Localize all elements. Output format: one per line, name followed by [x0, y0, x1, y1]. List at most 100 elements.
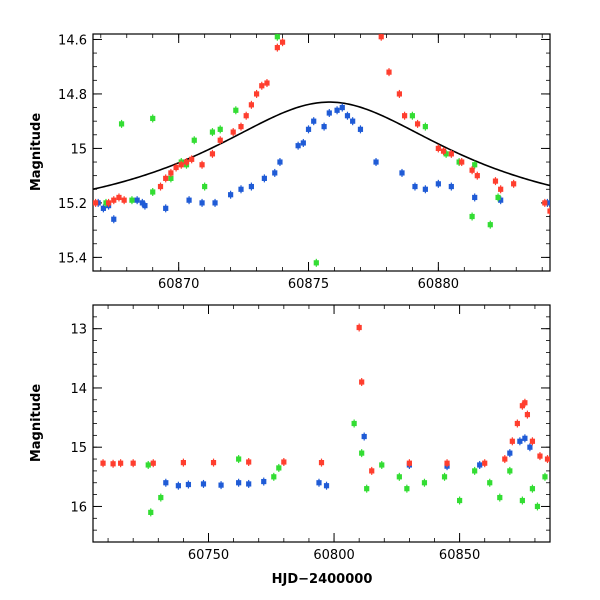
- bottom-series-2-point: [369, 468, 375, 474]
- bottom-series-0-point: [163, 480, 169, 486]
- top-series-2-point: [189, 156, 195, 162]
- top-series-2-point: [279, 39, 286, 45]
- top-series-1-point: [150, 115, 156, 122]
- bottom-series-1-point: [396, 474, 402, 480]
- top-series-2-point: [469, 167, 475, 173]
- top-series-0-point: [344, 113, 351, 119]
- bottom-series-2-point: [444, 460, 450, 466]
- bottom-series-2-point: [359, 379, 365, 385]
- bottom-series-2-point: [509, 438, 515, 444]
- top-series-2-point: [238, 124, 244, 130]
- bottom-series-0-point: [200, 481, 207, 487]
- top-series-1-point: [469, 213, 475, 220]
- top-series-2-point: [440, 148, 447, 154]
- bottom-series-0-point: [477, 462, 483, 468]
- bottom-axis-ticks: 60750 60800 60850 13 14 15 16: [70, 304, 550, 563]
- top-series-2-point: [111, 197, 117, 203]
- top-series-2-point: [183, 159, 190, 165]
- top-series-0-point: [248, 183, 254, 190]
- bottom-series-1-point: [421, 480, 428, 486]
- top-series-1-point: [443, 151, 449, 157]
- top-series-1-point: [487, 222, 493, 228]
- bottom-series-2-point: [502, 456, 508, 462]
- bottom-y-tick-label: 14: [70, 382, 87, 397]
- top-series-2-point: [116, 194, 122, 201]
- top-series-1-point: [472, 162, 478, 168]
- bottom-series-0-point: [361, 433, 367, 440]
- bottom-series-0-point: [323, 483, 330, 489]
- bottom-panel: Magnitude HJD−2400000 60750 60800 60850 13 1…: [29, 304, 551, 587]
- bottom-series-1-point: [457, 497, 463, 504]
- top-series-0-point: [272, 170, 278, 176]
- bottom-series-0-point: [236, 480, 242, 486]
- bottom-series-1-point: [359, 450, 365, 456]
- top-data-points: [93, 34, 550, 267]
- bottom-series-1-point: [472, 468, 478, 474]
- bottom-x-tick-label: 60850: [439, 548, 480, 563]
- top-series-1-point: [191, 137, 197, 143]
- top-series-1-point: [150, 189, 156, 195]
- bottom-series-1-point: [158, 494, 164, 501]
- bottom-series-1-point: [271, 474, 277, 480]
- top-series-0-point: [357, 126, 364, 132]
- bottom-series-0-point: [246, 481, 252, 487]
- top-x-tick-label: 60875: [288, 277, 329, 292]
- top-series-0-point: [142, 203, 148, 209]
- bottom-x-tick-label: 60750: [188, 548, 229, 563]
- top-series-0-point: [305, 126, 312, 132]
- bottom-series-0-point: [175, 483, 181, 489]
- top-series-2-point: [542, 200, 548, 206]
- top-series-2-point: [173, 164, 179, 171]
- top-series-2-point: [163, 175, 169, 181]
- bottom-series-0-point: [218, 482, 224, 488]
- top-series-0-point: [134, 197, 140, 203]
- bottom-series-0-point: [507, 450, 513, 456]
- bottom-series-0-point: [527, 444, 533, 450]
- top-y-label: Magnitude: [29, 113, 44, 192]
- bottom-series-2-point: [529, 438, 536, 444]
- bottom-series-2-point: [100, 460, 106, 466]
- top-series-2-point: [435, 145, 441, 152]
- bottom-series-2-point: [118, 460, 124, 466]
- top-series-0-point: [339, 104, 345, 111]
- top-series-1-point: [168, 175, 174, 181]
- top-series-0-point: [277, 159, 283, 165]
- top-series-0-point: [139, 200, 145, 206]
- bottom-series-2-point: [281, 459, 287, 465]
- top-series-2-point: [459, 159, 465, 165]
- top-series-1-point: [274, 34, 280, 40]
- top-series-2-point: [474, 173, 480, 179]
- bottom-series-1-point: [148, 509, 154, 515]
- top-series-0-point: [412, 183, 418, 190]
- top-series-0-point: [295, 143, 301, 149]
- bottom-series-1-point: [507, 468, 513, 474]
- bottom-series-2-point: [110, 461, 116, 467]
- top-y-tick-label: 14.6: [58, 33, 87, 48]
- bottom-series-0-point: [185, 481, 192, 488]
- bottom-series-1-point: [542, 474, 548, 480]
- bottom-series-1-point: [351, 420, 357, 427]
- top-y-tick-label: 15.4: [58, 251, 87, 266]
- bottom-series-1-point: [236, 456, 242, 462]
- top-y-tick-label: 15: [70, 142, 87, 157]
- bottom-series-2-point: [210, 460, 217, 466]
- top-series-1-point: [209, 129, 216, 135]
- top-series-0-point: [334, 107, 340, 113]
- bottom-x-tick-label: 60800: [313, 548, 354, 563]
- bottom-series-1-point: [404, 486, 410, 492]
- top-panel: Magnitude 60870 60875 60880 14.6 14.8 15 15.2 1…: [29, 33, 551, 292]
- bottom-series-1-point: [145, 462, 151, 468]
- top-series-0-point: [163, 205, 169, 211]
- top-series-0-point: [326, 110, 332, 116]
- bottom-series-2-point: [406, 460, 412, 466]
- bottom-series-0-point: [316, 480, 322, 486]
- top-series-0-point: [100, 205, 106, 211]
- top-series-1-point: [202, 183, 208, 190]
- top-x-tick-label: 60880: [418, 277, 459, 292]
- top-series-0-point: [399, 170, 405, 176]
- bottom-series-1-point: [364, 486, 370, 492]
- top-series-2-point: [448, 151, 454, 157]
- top-series-0-point: [350, 118, 356, 124]
- bottom-y-tick-label: 15: [70, 441, 87, 456]
